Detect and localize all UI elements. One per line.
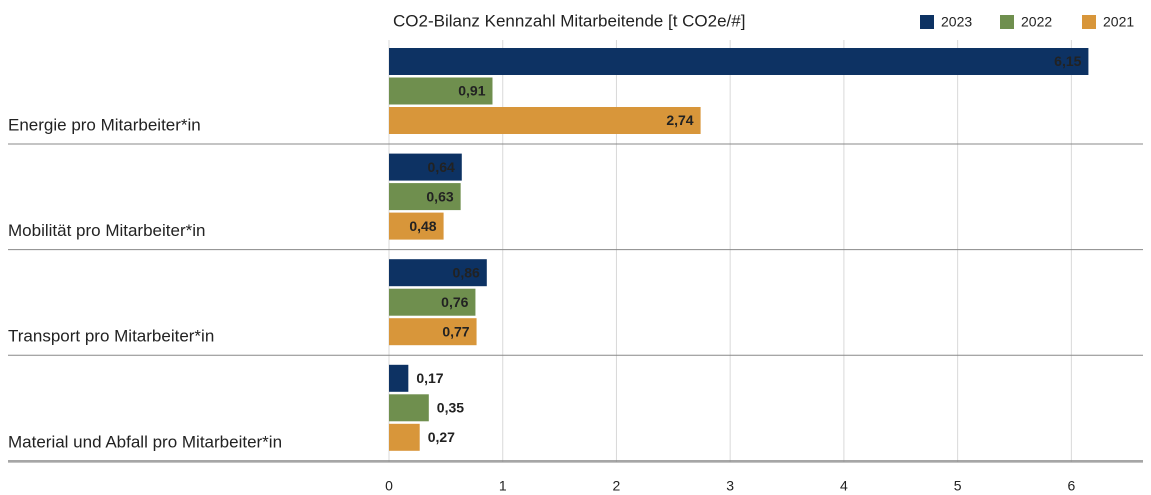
data-label: 6,15 bbox=[1054, 53, 1081, 69]
legend-label: 2021 bbox=[1103, 14, 1134, 30]
chart-title: CO2-Bilanz Kennzahl Mitarbeitende [t CO2… bbox=[393, 11, 745, 30]
data-label: 2,74 bbox=[666, 112, 693, 128]
data-label: 0,77 bbox=[442, 323, 469, 339]
category-label: Transport pro Mitarbeiter*in bbox=[8, 327, 214, 346]
category-label: Mobilität pro Mitarbeiter*in bbox=[8, 221, 205, 240]
data-label: 0,91 bbox=[458, 83, 485, 99]
bar bbox=[389, 288, 476, 316]
bar bbox=[389, 212, 444, 240]
data-label: 0,17 bbox=[416, 370, 443, 386]
data-label: 0,63 bbox=[426, 188, 453, 204]
legend-swatch bbox=[1000, 15, 1014, 29]
legend-label: 2023 bbox=[941, 14, 972, 30]
bar bbox=[389, 364, 409, 392]
x-tick-label: 5 bbox=[954, 478, 962, 494]
legend-swatch bbox=[1082, 15, 1096, 29]
data-label: 0,48 bbox=[409, 218, 436, 234]
x-tick-label: 0 bbox=[385, 478, 393, 494]
bar bbox=[389, 48, 1089, 75]
data-label: 0,86 bbox=[453, 264, 480, 280]
bar bbox=[389, 77, 493, 105]
data-label: 0,64 bbox=[428, 159, 455, 175]
bar bbox=[389, 107, 701, 134]
x-tick-label: 6 bbox=[1067, 478, 1075, 494]
x-tick-label: 3 bbox=[726, 478, 734, 494]
data-label: 0,76 bbox=[441, 294, 468, 310]
bar bbox=[389, 423, 420, 451]
x-tick-label: 4 bbox=[840, 478, 848, 494]
bar bbox=[389, 259, 487, 287]
x-tick-label: 1 bbox=[499, 478, 507, 494]
bar bbox=[389, 394, 429, 422]
legend-label: 2022 bbox=[1021, 14, 1052, 30]
legend-swatch bbox=[920, 15, 934, 29]
x-tick-label: 2 bbox=[613, 478, 621, 494]
data-label: 0,35 bbox=[437, 400, 464, 416]
data-label: 0,27 bbox=[428, 429, 455, 445]
category-label: Material und Abfall pro Mitarbeiter*in bbox=[8, 432, 282, 451]
bar bbox=[389, 318, 477, 346]
bar bbox=[389, 153, 462, 181]
category-label: Energie pro Mitarbeiter*in bbox=[8, 115, 201, 134]
bar bbox=[389, 183, 461, 211]
